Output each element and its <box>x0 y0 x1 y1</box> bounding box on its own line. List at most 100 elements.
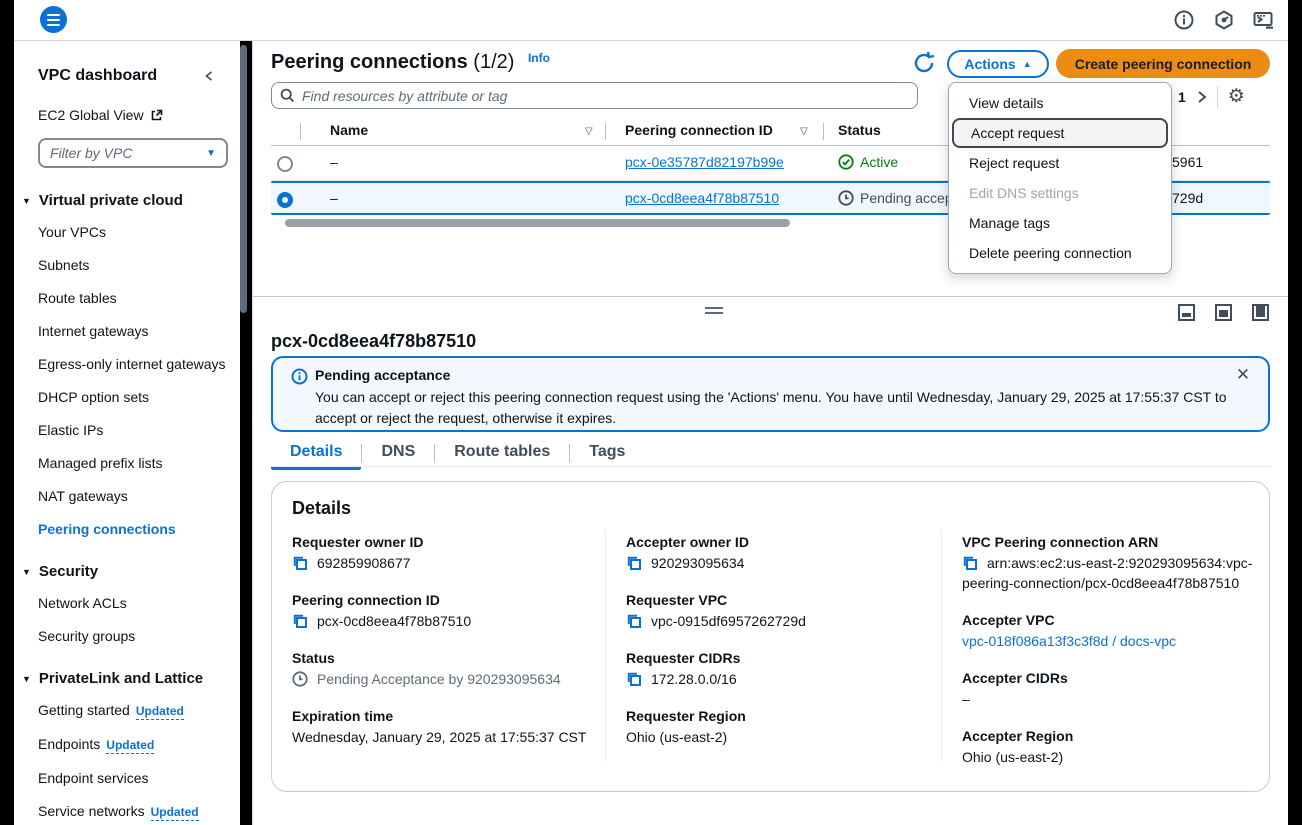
check-circle-icon <box>838 154 854 170</box>
sidebar-item-endpoint-services[interactable]: Endpoint services <box>38 770 149 786</box>
section-security[interactable]: ▼ Security <box>22 563 99 580</box>
menu-item-delete-peering-connection[interactable]: Delete peering connection <box>969 245 1132 261</box>
sidebar-item-egress-only-internet-gateways[interactable]: Egress-only internet gateways <box>38 356 226 372</box>
page-number[interactable]: 1 <box>1178 89 1186 105</box>
cell-name: – <box>330 190 338 206</box>
column-header-peering-id[interactable]: Peering connection ID <box>625 122 773 138</box>
sidebar-item-endpoints[interactable]: Endpoints Updated <box>38 736 155 754</box>
menu-item-manage-tags[interactable]: Manage tags <box>969 215 1050 231</box>
column-header-name[interactable]: Name <box>330 122 369 138</box>
tab-route-tables[interactable]: Route tables <box>454 443 551 460</box>
panel-split-divider <box>253 296 1288 297</box>
tab-details[interactable]: Details <box>271 440 362 470</box>
menu-hamburger-icon[interactable] <box>40 6 67 33</box>
search-icon <box>280 88 295 103</box>
resource-count: (1/2) <box>473 51 515 73</box>
tab-dns[interactable]: DNS <box>381 443 416 460</box>
field-requester-cidrs: Requester CIDRs 172.28.0.0/16 <box>626 650 741 687</box>
row-radio-unselected[interactable] <box>277 156 293 172</box>
column-header-status[interactable]: Status <box>838 122 881 138</box>
banner-title: Pending acceptance <box>315 367 451 383</box>
sidebar-item-internet-gateways[interactable]: Internet gateways <box>38 323 149 339</box>
pending-acceptance-banner: Pending acceptance You can accept or rej… <box>271 356 1270 432</box>
sidebar-item-elastic-ips[interactable]: Elastic IPs <box>38 422 104 438</box>
sidebar-item-dhcp-option-sets[interactable]: DHCP option sets <box>38 389 150 405</box>
create-peering-connection-button[interactable]: Create peering connection <box>1056 49 1270 78</box>
peering-connection-link[interactable]: pcx-0e35787d82197b99e <box>625 154 784 170</box>
section-privatelink-and-lattice[interactable]: ▼ PrivateLink and Lattice <box>22 670 204 687</box>
next-page-icon[interactable] <box>1196 90 1207 104</box>
external-link-icon <box>151 109 162 120</box>
updated-badge: Updated <box>106 738 155 754</box>
actions-button[interactable]: Actions ▲ <box>947 50 1049 78</box>
top-navigation-bar <box>14 0 1288 41</box>
sidebar-item-subnets[interactable]: Subnets <box>38 257 90 273</box>
field-accepter-region: Accepter Region Ohio (us-east-2) <box>962 728 1074 765</box>
status-active: Active <box>838 154 898 170</box>
search-input[interactable] <box>302 87 909 104</box>
copy-icon[interactable] <box>626 555 642 571</box>
detail-tabs: Details DNS Route tables Tags <box>271 440 644 470</box>
menu-item-accept-request[interactable]: Accept request <box>952 118 1168 148</box>
copy-icon[interactable] <box>292 555 308 571</box>
sidebar-item-route-tables[interactable]: Route tables <box>38 290 117 306</box>
details-card: Details Requester owner ID 692859908677 … <box>271 481 1270 792</box>
copy-icon[interactable] <box>626 671 642 687</box>
banner-message: You can accept or reject this peering co… <box>315 389 1227 426</box>
copy-icon[interactable] <box>626 613 642 629</box>
accepter-vpc-link[interactable]: vpc-018f086a13f3c3f8d / docs-vpc <box>962 633 1177 649</box>
sidebar-item-getting-started[interactable]: Getting started Updated <box>38 702 184 720</box>
info-icon[interactable] <box>1173 9 1195 31</box>
section-virtual-private-cloud[interactable]: ▼ Virtual private cloud <box>22 192 183 209</box>
field-accepter-owner-id: Accepter owner ID 920293095634 <box>626 534 749 571</box>
sidebar-scrollbar[interactable] <box>240 45 247 313</box>
terminal-icon[interactable] <box>1252 9 1274 31</box>
page-title: Peering connections (1/2) Info <box>271 51 550 73</box>
field-expiration-time: Expiration time Wednesday, January 29, 2… <box>292 708 587 745</box>
menu-item-reject-request[interactable]: Reject request <box>969 155 1060 171</box>
chevron-down-icon: ▼ <box>206 147 216 159</box>
filter-icon[interactable]: ▽ <box>800 126 808 137</box>
panel-size-medium-icon[interactable] <box>1215 304 1232 321</box>
row-radio-selected[interactable] <box>277 192 293 208</box>
cloudshell-icon[interactable] <box>1213 9 1235 31</box>
sidebar-item-peering-connections[interactable]: Peering connections <box>38 521 176 537</box>
sidebar-item-your-vpcs[interactable]: Your VPCs <box>38 224 106 240</box>
tabs-bottom-rule <box>271 466 1270 467</box>
section-caret-icon: ▼ <box>22 195 31 206</box>
copy-icon[interactable] <box>962 555 978 571</box>
peering-connection-link[interactable]: pcx-0cd8eea4f78b87510 <box>625 190 780 206</box>
close-icon[interactable]: ✕ <box>1235 365 1251 384</box>
divider <box>1216 86 1218 108</box>
table-row[interactable]: – pcx-0e35787d82197b99e Active 5961 <box>271 147 1270 181</box>
panel-size-small-icon[interactable] <box>1178 304 1195 321</box>
sidebar-divider <box>252 41 253 825</box>
cell-truncated-vpc: 5961 <box>1172 154 1204 170</box>
panel-size-large-icon[interactable] <box>1252 304 1269 321</box>
collapse-sidebar-icon[interactable] <box>204 71 214 81</box>
info-circle-icon <box>291 368 308 385</box>
tab-tags[interactable]: Tags <box>589 443 626 460</box>
copy-icon[interactable] <box>292 613 308 629</box>
menu-item-view-details[interactable]: View details <box>969 95 1044 111</box>
panel-drag-handle[interactable] <box>705 307 723 317</box>
horizontal-scrollbar[interactable] <box>285 219 790 227</box>
section-caret-icon: ▼ <box>22 673 31 684</box>
sidebar-item-ec2-global-view[interactable]: EC2 Global View <box>38 107 228 123</box>
sidebar-item-service-networks[interactable]: Service networks Updated <box>38 803 199 821</box>
refresh-button[interactable] <box>911 50 937 76</box>
search-bar[interactable] <box>271 82 918 109</box>
side-navigation: VPC dashboard EC2 Global View Filter by … <box>14 41 240 825</box>
sidebar-item-nat-gateways[interactable]: NAT gateways <box>38 488 128 504</box>
section-caret-icon: ▼ <box>22 566 31 577</box>
info-link[interactable]: Info <box>527 51 550 65</box>
sidebar-item-security-groups[interactable]: Security groups <box>38 628 136 644</box>
filter-by-vpc-select[interactable]: Filter by VPC ▼ <box>38 138 228 168</box>
gear-icon[interactable]: ⚙ <box>1227 86 1245 107</box>
ec2-global-view-label: EC2 Global View <box>38 107 144 123</box>
field-accepter-vpc: Accepter VPC vpc-018f086a13f3c3f8d / doc… <box>962 612 1177 649</box>
sidebar-item-network-acls[interactable]: Network ACLs <box>38 595 127 611</box>
updated-badge: Updated <box>135 704 184 720</box>
filter-icon[interactable]: ▽ <box>585 126 593 137</box>
sidebar-item-managed-prefix-lists[interactable]: Managed prefix lists <box>38 455 163 471</box>
